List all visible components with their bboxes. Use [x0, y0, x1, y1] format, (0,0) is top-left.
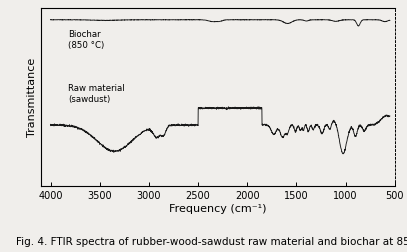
- Text: Raw material
(sawdust): Raw material (sawdust): [68, 84, 125, 104]
- Text: Fig. 4. FTIR spectra of rubber-wood-sawdust raw material and biochar at 850 • C.: Fig. 4. FTIR spectra of rubber-wood-sawd…: [16, 237, 407, 247]
- Y-axis label: Transmittance: Transmittance: [26, 57, 37, 137]
- X-axis label: Frequency (cm⁻¹): Frequency (cm⁻¹): [169, 204, 267, 214]
- Text: Biochar
(850 °C): Biochar (850 °C): [68, 30, 105, 50]
